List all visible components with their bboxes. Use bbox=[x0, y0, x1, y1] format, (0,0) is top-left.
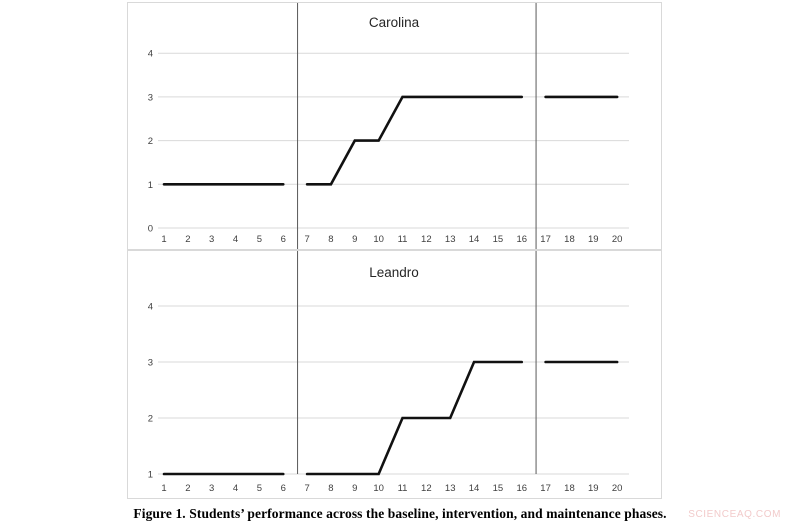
y-axis-tick-label: 1 bbox=[148, 180, 153, 191]
x-axis-tick-label: 20 bbox=[612, 234, 623, 245]
x-axis-tick-label: 6 bbox=[281, 234, 286, 245]
x-axis-tick-label: 18 bbox=[564, 483, 575, 494]
x-axis-tick-label: 14 bbox=[469, 483, 480, 494]
series-segment-intervention bbox=[305, 360, 524, 476]
x-axis-tick-label: 1 bbox=[161, 234, 166, 245]
x-axis-tick-label: 10 bbox=[373, 234, 384, 245]
watermark: SCIENCEAQ.COM bbox=[688, 509, 781, 520]
x-axis-tick-label: 5 bbox=[257, 483, 262, 494]
x-axis-tick-label: 2 bbox=[185, 234, 190, 245]
x-axis-tick-label: 6 bbox=[281, 483, 286, 494]
x-axis-tick-label: 11 bbox=[398, 483, 408, 494]
x-axis-tick-label: 7 bbox=[304, 234, 309, 245]
x-axis-tick-label: 16 bbox=[516, 483, 527, 494]
y-axis-tick-label: 4 bbox=[148, 302, 153, 313]
x-axis-tick-label: 13 bbox=[445, 483, 456, 494]
x-axis-tick-label: 9 bbox=[352, 234, 357, 245]
y-axis-tick-label: 2 bbox=[148, 136, 153, 147]
x-axis-tick-label: 7 bbox=[304, 483, 309, 494]
x-axis-tick-label: 17 bbox=[540, 234, 551, 245]
leandro-chart: Leandro 1 2 3 4 1 2 3 4 5 6 7 8 9 10 11 12 13 14 15 16 17 18 1… bbox=[127, 250, 662, 499]
x-axis-tick-label: 20 bbox=[612, 483, 623, 494]
y-axis-tick-label: 3 bbox=[148, 92, 153, 103]
x-axis-tick-label: 3 bbox=[209, 234, 214, 245]
x-axis-tick-label: 12 bbox=[421, 234, 432, 245]
x-axis-tick-label: 2 bbox=[185, 483, 190, 494]
y-axis-tick-label: 2 bbox=[148, 414, 153, 425]
x-axis-tick-label: 15 bbox=[493, 234, 504, 245]
x-axis-tick-label: 13 bbox=[445, 234, 456, 245]
figure-caption: Figure 1. Students’ performance across t… bbox=[133, 506, 667, 521]
chart-title-leandro: Leandro bbox=[369, 265, 419, 280]
x-axis-tick-label: 4 bbox=[233, 483, 238, 494]
x-axis-tick-label: 17 bbox=[540, 483, 551, 494]
x-axis-tick-label: 16 bbox=[516, 234, 527, 245]
x-axis-tick-label: 8 bbox=[328, 483, 333, 494]
x-axis-tick-label: 15 bbox=[493, 483, 504, 494]
y-axis-tick-label: 4 bbox=[148, 49, 153, 60]
y-axis-tick-label: 1 bbox=[148, 470, 153, 481]
y-axis-tick-label: 0 bbox=[148, 224, 153, 235]
x-axis-tick-label: 19 bbox=[588, 483, 599, 494]
x-axis-tick-label: 8 bbox=[328, 234, 333, 245]
x-axis-tick-label: 4 bbox=[233, 234, 238, 245]
x-axis-tick-label: 18 bbox=[564, 234, 575, 245]
x-axis-tick-label: 9 bbox=[352, 483, 357, 494]
x-axis-tick-label: 3 bbox=[209, 483, 214, 494]
x-axis-tick-label: 10 bbox=[373, 483, 384, 494]
series-segment-intervention bbox=[305, 95, 524, 186]
x-axis-tick-label: 5 bbox=[257, 234, 262, 245]
chart-title-carolina: Carolina bbox=[369, 15, 420, 30]
x-axis-tick-label: 1 bbox=[161, 483, 166, 494]
x-axis-tick-label: 12 bbox=[421, 483, 432, 494]
x-axis-tick-label: 19 bbox=[588, 234, 599, 245]
x-axis-tick-label: 11 bbox=[398, 234, 408, 245]
x-axis-tick-label: 14 bbox=[469, 234, 480, 245]
y-axis-tick-label: 3 bbox=[148, 358, 153, 369]
carolina-chart: Carolina 0 1 2 3 4 1 2 3 4 5 6 7 8 9 10 11 12 13 14 15 16 17 1… bbox=[127, 2, 662, 250]
